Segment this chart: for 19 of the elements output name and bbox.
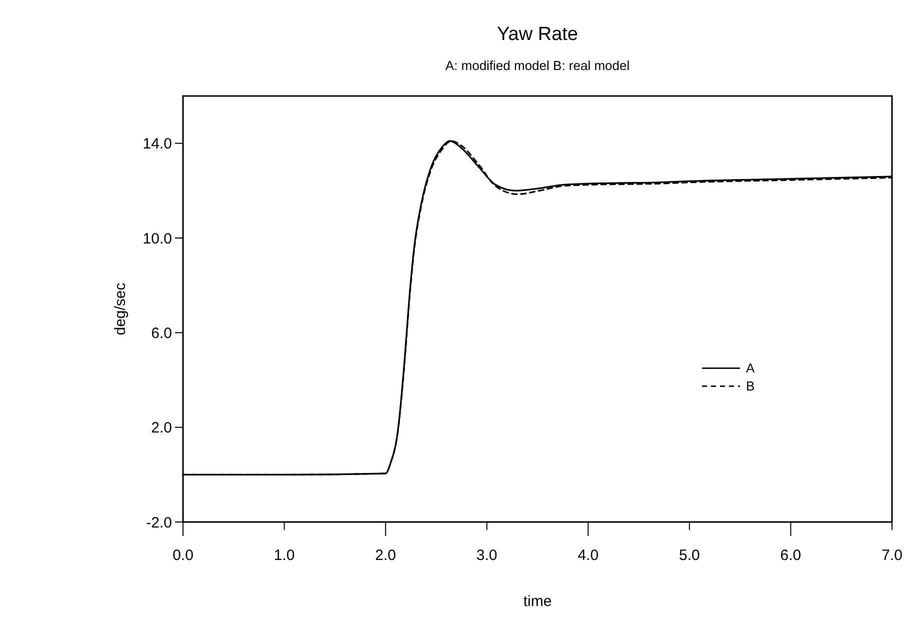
x-tick-label: 7.0 [882,547,902,564]
x-tick-label: 3.0 [476,547,498,564]
x-axis-title: time [523,593,552,610]
y-tick-label: -2.0 [146,514,172,532]
y-tick-label: 2.0 [151,420,172,437]
x-tick-label: 1.0 [274,547,295,564]
y-tick-label: 6.0 [151,324,172,342]
y-axis-title: deg/sec [112,282,129,336]
x-tick-label: 2.0 [375,547,396,564]
x-tick-label: 6.0 [780,547,802,564]
y-tick-label: 14.0 [142,136,172,153]
x-tick-label: 0.0 [172,547,194,564]
y-tick-label: 10.0 [142,230,172,248]
legend-label: B [746,378,755,394]
x-tick-label: 4.0 [578,547,599,564]
legend-label: A [746,360,755,376]
chart-subtitle: A: modified model B: real model [445,58,630,73]
x-tick-label: 5.0 [679,547,700,564]
chart-title: Yaw Rate [497,24,578,45]
